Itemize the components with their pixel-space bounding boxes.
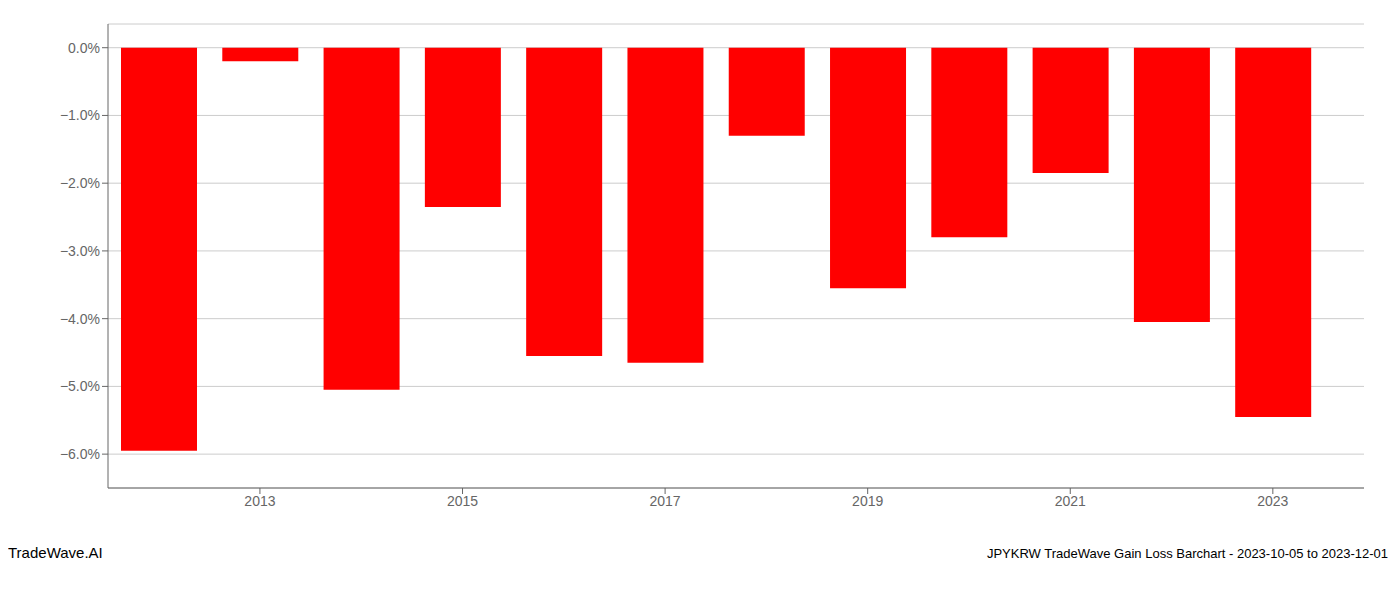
svg-text:−4.0%: −4.0% bbox=[60, 311, 100, 327]
svg-text:2015: 2015 bbox=[447, 493, 478, 509]
svg-text:0.0%: 0.0% bbox=[68, 40, 100, 56]
svg-text:−6.0%: −6.0% bbox=[60, 446, 100, 462]
svg-text:2019: 2019 bbox=[852, 493, 883, 509]
svg-text:−5.0%: −5.0% bbox=[60, 378, 100, 394]
svg-text:2017: 2017 bbox=[650, 493, 681, 509]
svg-text:2023: 2023 bbox=[1257, 493, 1288, 509]
svg-text:−2.0%: −2.0% bbox=[60, 175, 100, 191]
svg-text:−3.0%: −3.0% bbox=[60, 243, 100, 259]
svg-text:2013: 2013 bbox=[244, 493, 275, 509]
html-text:TradeWave.AI: TradeWave.AI bbox=[8, 544, 103, 561]
svg-text:−1.0%: −1.0% bbox=[60, 107, 100, 123]
svg-text:2021: 2021 bbox=[1055, 493, 1086, 509]
html-text:JPYKRW TradeWave Gain Loss Bar: JPYKRW TradeWave Gain Loss Barchart - 20… bbox=[987, 546, 1388, 561]
